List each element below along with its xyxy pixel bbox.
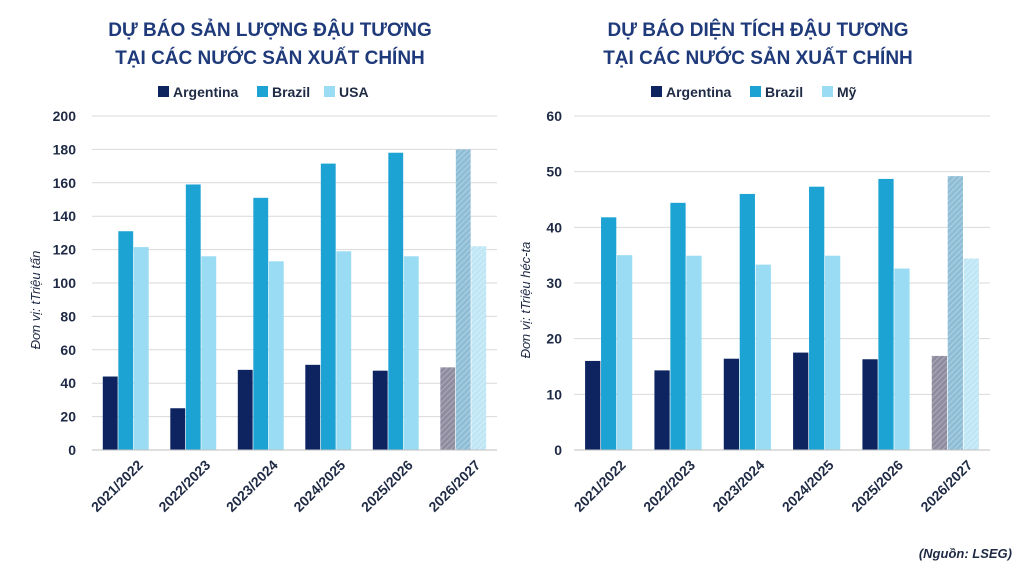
legend-swatch-argentina [651,86,662,97]
bar-brazil [118,231,134,450]
y-tick-label: 60 [60,342,76,358]
y-tick-label: 160 [53,175,77,191]
x-tick-label: 2021/2022 [571,457,629,515]
bar-brazil-forecast [455,149,471,450]
bar-argentina-forecast [440,367,456,450]
y-tick-label: 20 [60,409,76,425]
y-tick-label: 30 [546,275,562,291]
y-tick-label: 20 [546,331,562,347]
y-tick-label: 50 [546,164,562,180]
bar-argentina [654,370,670,450]
bar-third [133,247,149,450]
x-tick-label: 2024/2025 [290,457,348,515]
chart-title-line2: TẠI CÁC NƯỚC SẢN XUẤT CHÍNH [603,47,913,69]
bar-brazil [320,163,336,450]
legend-label-brazil: Brazil [272,84,310,100]
bar-argentina [372,370,388,450]
bar-third [336,251,352,450]
x-tick-label: 2025/2026 [848,457,906,515]
bar-third-forecast [963,258,979,450]
bar-third [755,264,771,450]
legend-label-argentina: Argentina [666,84,732,100]
bar-brazil [739,193,755,450]
legend-swatch-argentina [158,86,169,97]
bar-argentina [793,352,809,450]
bar-third [268,261,284,450]
x-tick-label: 2021/2022 [88,457,146,515]
y-tick-label: 0 [554,442,562,458]
bar-argentina [237,369,253,450]
bar-brazil-forecast [947,176,963,450]
bar-third [824,255,841,450]
legend: Argentina Brazil USA [158,84,369,100]
x-tick-label: 2022/2023 [640,457,698,515]
bar-argentina [585,360,601,450]
source-note: (Nguồn: LSEG) [919,546,1012,561]
bar-third [201,256,217,450]
y-tick-label: 120 [53,242,77,258]
bar-brazil [185,184,201,450]
x-tick-label: 2026/2027 [425,457,483,515]
x-tick-label: 2024/2025 [779,457,837,515]
chart-title-line1: DỰ BÁO DIỆN TÍCH ĐẬU TƯƠNG [607,19,908,41]
y-tick-label: 200 [53,108,77,124]
bar-third-forecast [471,246,487,450]
legend-swatch-my [822,86,833,97]
bar-brazil [670,202,686,450]
y-tick-label: 100 [53,275,77,291]
x-tick-label: 2023/2024 [709,457,767,515]
x-tick-label: 2022/2023 [155,457,213,515]
legend-label-argentina: Argentina [173,84,239,100]
bar-third [894,268,910,450]
legend: Argentina Brazil Mỹ [651,84,857,100]
legend-swatch-brazil [257,86,268,97]
bar-third [403,256,419,450]
chart-production: DỰ BÁO SẢN LƯỢNG ĐẬU TƯƠNG TẠI CÁC NƯỚC … [28,19,497,515]
y-tick-label: 140 [53,208,77,224]
bar-brazil [388,152,404,451]
x-tick-label: 2025/2026 [358,457,416,515]
legend-swatch-brazil [750,86,761,97]
legend-label-my: Mỹ [837,84,857,100]
y-tick-label: 60 [546,108,562,124]
plot-area: 0 20 40 60 80 100 120 140 160 180 200 2021/2022 2022… [53,108,497,515]
plot-area: 0 10 20 30 40 50 60 2021/2022 2022/2023 2023/2024… [546,108,990,515]
bar-argentina [170,408,186,450]
legend-swatch-usa [324,86,335,97]
bar-argentina [305,364,321,450]
y-tick-label: 0 [68,442,76,458]
bar-third [686,255,702,450]
legend-label-usa: USA [339,84,369,100]
y-tick-label: 10 [546,386,562,402]
bar-brazil [878,178,894,451]
bar-brazil [809,186,825,451]
bar-third [616,255,633,450]
y-tick-label: 40 [60,375,76,391]
y-axis-label: Đơn vị: tTriệu héc-ta [518,242,533,359]
legend-label-brazil: Brazil [765,84,803,100]
bar-argentina [862,359,878,450]
y-axis-label: Đơn vị: tTriệu tấn [28,251,43,350]
chart-title-line2: TẠI CÁC NƯỚC SẢN XUẤT CHÍNH [115,47,425,69]
x-tick-label: 2023/2024 [223,457,281,515]
y-tick-label: 180 [53,141,77,157]
chart-area: DỰ BÁO DIỆN TÍCH ĐẬU TƯƠNG TẠI CÁC NƯỚC … [518,19,990,515]
bar-argentina-forecast [931,355,948,450]
y-tick-label: 80 [60,308,76,324]
bar-brazil [601,217,617,450]
bar-argentina [102,376,118,450]
x-tick-label: 2026/2027 [917,457,975,515]
bar-argentina [723,358,740,450]
chart-title-line1: DỰ BÁO SẢN LƯỢNG ĐẬU TƯƠNG [108,19,432,41]
y-tick-label: 40 [546,219,562,235]
bar-brazil [253,197,269,450]
